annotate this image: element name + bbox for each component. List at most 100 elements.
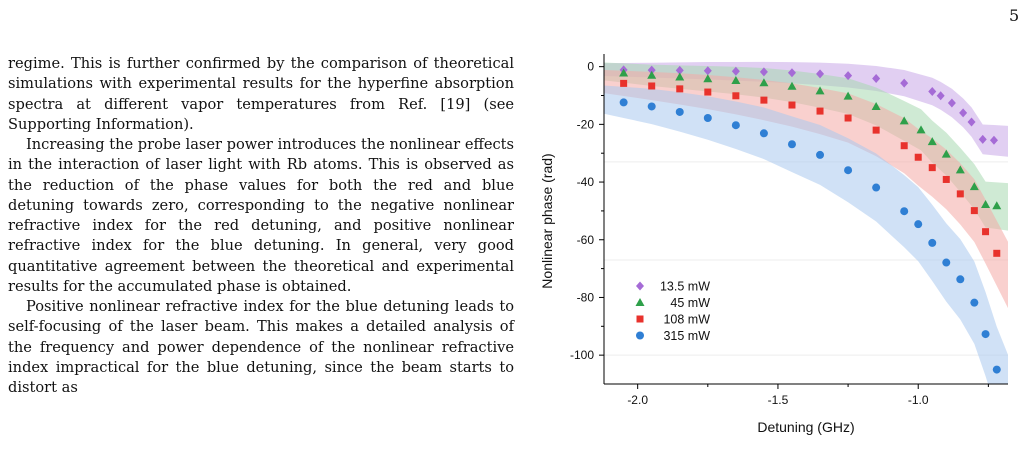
paragraph-2: Increasing the probe laser power introdu…	[8, 136, 514, 295]
x-tick-label: -2.0	[627, 393, 648, 407]
data-points	[619, 65, 1002, 374]
legend-label: 45 mW	[670, 296, 710, 310]
y-tick-label: -20	[577, 117, 595, 131]
data-point-diamond	[759, 67, 768, 77]
data-point-diamond	[959, 108, 968, 118]
body-text-column: regime. This is further confirmed by the…	[8, 54, 514, 398]
data-point-diamond	[844, 71, 853, 81]
data-point-circle	[992, 365, 1001, 374]
data-point-circle	[731, 121, 740, 130]
data-point-circle	[900, 207, 909, 216]
data-point-triangle	[916, 125, 926, 134]
data-point-square	[648, 82, 656, 90]
legend-label: 315 mW	[663, 329, 710, 343]
legend-marker-triangle	[635, 298, 645, 306]
data-point-square	[816, 107, 824, 115]
y-tick-label: 0	[587, 60, 594, 74]
data-point-diamond	[816, 69, 825, 79]
confidence-bands	[604, 61, 1008, 384]
data-point-diamond	[900, 78, 909, 88]
data-point-triangle	[871, 101, 881, 110]
data-point-square	[956, 190, 964, 198]
data-point-diamond	[675, 65, 684, 75]
data-point-triangle	[647, 70, 657, 79]
legend-label: 13.5 mW	[660, 280, 710, 294]
data-point-diamond	[978, 134, 987, 144]
data-point-triangle	[992, 201, 1002, 210]
paragraph-1: regime. This is further confirmed by the…	[8, 55, 514, 133]
data-point-triangle	[815, 86, 825, 95]
data-point-circle	[759, 129, 768, 138]
data-point-circle	[675, 107, 684, 116]
data-point-circle	[970, 298, 979, 307]
data-point-diamond	[731, 66, 740, 76]
data-point-triangle	[703, 74, 713, 83]
data-point-circle	[942, 258, 951, 267]
y-tick-label: -100	[570, 348, 594, 362]
data-point-circle	[647, 102, 656, 111]
data-point-triangle	[941, 149, 951, 158]
data-point-diamond	[967, 117, 976, 127]
data-point-diamond	[787, 68, 796, 78]
legend-marker-circle	[636, 331, 644, 340]
y-tick-label: -40	[577, 175, 595, 189]
data-point-square	[844, 114, 852, 122]
data-point-diamond	[947, 98, 956, 108]
data-point-triangle	[969, 182, 979, 191]
data-point-diamond	[703, 66, 712, 76]
data-point-circle	[816, 150, 825, 159]
data-point-square	[914, 153, 922, 161]
data-point-diamond	[872, 73, 881, 83]
data-point-square	[872, 126, 880, 134]
data-point-diamond	[647, 65, 656, 75]
data-point-circle	[872, 183, 881, 192]
data-point-square	[760, 96, 768, 104]
nonlinear-phase-figure: 0 -20 -40 -60 -80 -100 -2.0 -1.5 -1.0 Detuning (G…	[532, 50, 1022, 450]
band-diamond	[604, 61, 1008, 157]
data-point-circle	[928, 238, 937, 247]
data-point-triangle	[619, 68, 629, 77]
data-point-circle	[844, 166, 853, 175]
band-square	[604, 70, 1008, 309]
data-point-triangle	[955, 165, 965, 174]
page-number: 5	[1009, 6, 1020, 25]
data-point-square	[928, 164, 936, 172]
x-axis-title: Detuning (GHz)	[757, 419, 854, 435]
data-point-triangle	[927, 137, 937, 146]
legend-marker-square	[636, 315, 644, 323]
band-circle	[604, 85, 1008, 384]
y-tick-label: -80	[577, 290, 595, 304]
data-point-circle	[703, 114, 712, 123]
data-point-triangle	[787, 81, 797, 90]
data-point-square	[732, 92, 740, 100]
data-point-diamond	[928, 86, 937, 96]
data-point-triangle	[899, 116, 909, 125]
data-point-triangle	[981, 200, 991, 209]
data-point-circle	[914, 220, 923, 229]
data-point-square	[970, 207, 978, 215]
data-point-square	[993, 249, 1001, 257]
axes: 0 -20 -40 -60 -80 -100 -2.0 -1.5 -1.0 Detuning (G…	[539, 54, 1008, 435]
y-tick-label: -60	[577, 233, 595, 247]
data-point-circle	[956, 275, 965, 284]
y-axis-title: Nonlinear phase (rad)	[539, 153, 555, 288]
data-point-triangle	[675, 72, 685, 81]
legend-marker-diamond	[636, 281, 644, 291]
paragraph-3: Positive nonlinear refractive index for …	[8, 298, 514, 396]
data-point-triangle	[843, 91, 853, 100]
data-point-circle	[787, 140, 796, 149]
x-tick-label: -1.0	[908, 393, 929, 407]
data-point-diamond	[936, 91, 945, 101]
legend: 13.5 mW 45 mW 108 mW 315 mW	[635, 280, 710, 343]
data-point-square	[620, 79, 628, 87]
data-point-diamond	[989, 135, 998, 145]
data-point-square	[900, 142, 908, 150]
legend-label: 108 mW	[663, 313, 710, 327]
data-point-square	[942, 175, 950, 183]
data-point-triangle	[731, 76, 741, 85]
data-point-square	[788, 101, 796, 109]
data-point-circle	[981, 330, 990, 339]
data-point-triangle	[759, 78, 769, 87]
data-point-square	[676, 85, 684, 93]
data-point-square	[982, 228, 990, 236]
